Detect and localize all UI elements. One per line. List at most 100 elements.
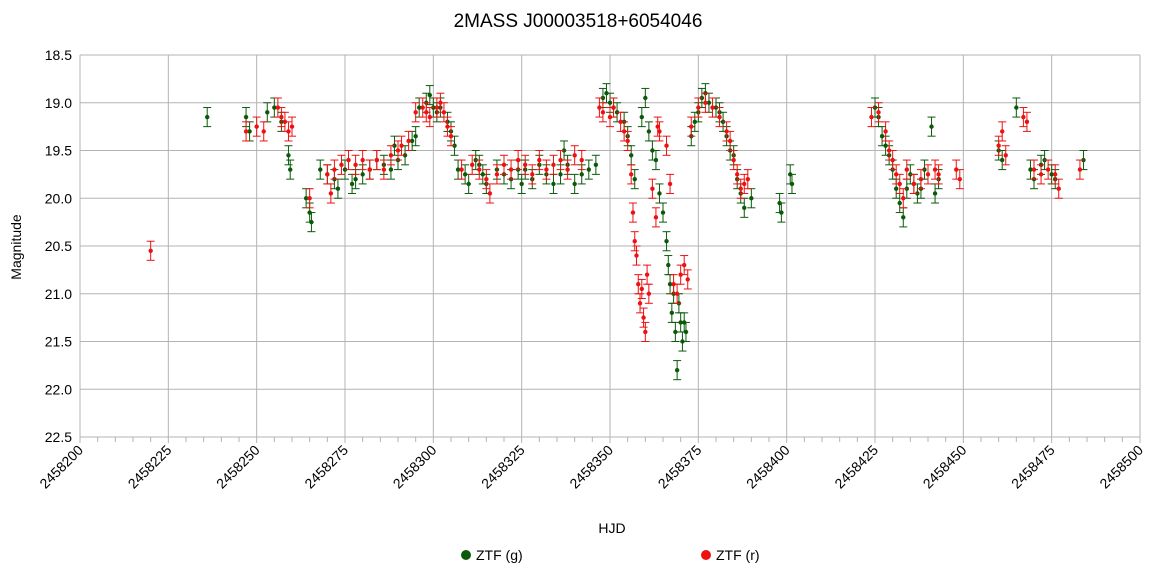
data-point [572,153,577,158]
data-point [749,196,754,201]
data-point [523,162,528,168]
data-point [427,92,432,98]
data-point [685,277,690,282]
data-point [494,172,500,177]
y-tick-label: 20.0 [45,190,72,206]
data-point [669,310,675,316]
data-point [735,172,740,177]
data-point [710,105,715,110]
x-tick-label: 2458400 [743,442,793,492]
data-point [286,153,291,158]
data-point [515,157,521,163]
data-point [655,124,660,129]
y-tick-label: 19.5 [45,143,72,159]
data-point [508,167,514,172]
data-point [565,167,570,172]
data-point [727,138,733,144]
data-point [420,105,425,110]
data-point [664,143,669,148]
data-point [537,157,542,163]
data-point [731,157,736,163]
data-point [653,157,659,163]
legend-label: ZTF (r) [716,547,760,563]
data-point [597,105,602,110]
data-point [487,191,493,196]
data-point [1003,153,1008,158]
data-point [639,286,644,292]
data-point [360,172,365,177]
data-point [388,167,394,172]
x-tick-label: 2458300 [390,442,440,492]
data-point [367,167,372,172]
data-point [696,105,701,110]
data-point [399,143,404,148]
data-point [288,167,293,172]
data-point [332,167,337,172]
axes: 18.519.019.520.020.521.021.522.022.52458… [36,47,1146,492]
data-point [646,291,652,296]
data-point [579,157,584,163]
legend: ZTF (g) ZTF (r) [461,547,760,563]
data-point [1077,167,1083,172]
data-point [745,176,750,182]
y-tick-label: 19.0 [45,95,72,111]
data-point [441,110,447,115]
data-points [146,83,1088,381]
data-point [634,253,639,258]
data-point [929,124,934,129]
data-point [374,157,379,163]
data-point [243,129,249,134]
data-point [890,157,895,163]
data-point [643,329,648,335]
x-tick-label: 2458275 [301,442,351,492]
data-point [901,196,906,201]
data-point [381,167,387,172]
data-point [325,172,330,177]
data-point [417,105,422,110]
data-point [309,219,314,225]
data-point [789,181,795,187]
data-point [406,138,411,144]
data-point [957,176,962,182]
data-point [936,172,941,177]
data-point [1000,129,1005,134]
series-ztf-r [146,92,1084,342]
data-point [434,105,440,110]
x-tick-label: 2458350 [566,442,616,492]
y-tick-label: 18.5 [45,47,72,63]
y-tick-label: 21.0 [45,286,72,302]
data-point [632,239,637,244]
y-tick-label: 22.0 [45,381,72,397]
data-point [448,133,454,139]
data-point [625,138,630,144]
data-point [674,291,680,296]
data-point [657,129,662,134]
data-point [932,191,938,196]
data-point [641,315,646,320]
data-point [346,157,351,163]
data-point [586,167,591,172]
data-point [643,95,648,101]
data-point [1045,167,1051,172]
data-point [579,172,584,177]
data-point [904,167,909,172]
data-point [318,167,323,172]
data-point [272,105,277,110]
data-point [897,181,902,187]
y-tick-label: 21.5 [45,334,72,350]
x-tick-label: 2458200 [36,442,86,492]
data-point [996,143,1001,148]
data-point [683,329,689,335]
data-point [427,114,432,120]
data-point [646,129,652,134]
data-point [339,162,344,168]
data-point [279,114,284,120]
data-point [455,167,461,172]
data-point [593,162,599,168]
data-point [738,186,743,191]
data-point [629,172,634,177]
data-point [477,167,482,172]
x-tick-label: 2458225 [125,442,175,492]
data-point [459,167,464,172]
